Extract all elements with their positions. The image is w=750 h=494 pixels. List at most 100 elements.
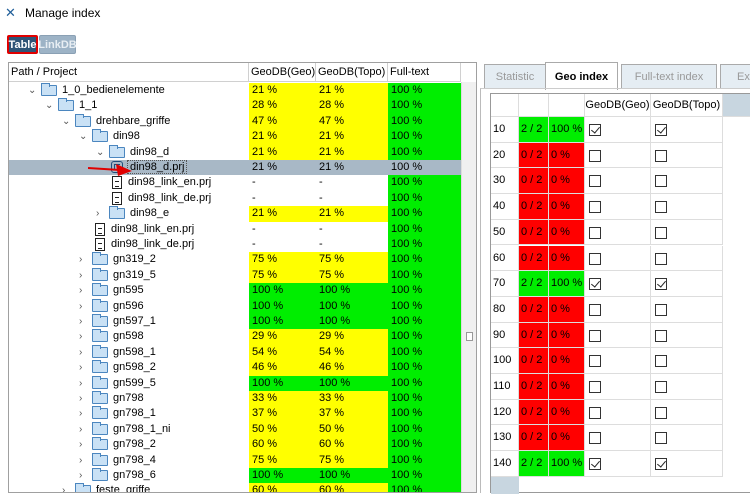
checkbox-unchecked[interactable]	[589, 149, 601, 162]
tab-statistic[interactable]: Statistic	[484, 64, 546, 89]
chevron-right-icon[interactable]: ›	[62, 485, 66, 493]
path-cell[interactable]: › gn597_1	[9, 314, 249, 329]
checkbox-checked[interactable]	[655, 124, 667, 136]
chevron-down-icon[interactable]: ⌄	[96, 146, 105, 158]
chevron-right-icon[interactable]: ›	[79, 439, 83, 451]
path-cell[interactable]: › gn598	[9, 329, 249, 344]
checkbox-unchecked[interactable]	[655, 226, 667, 239]
path-cell[interactable]: din98_link_de.prj	[9, 237, 249, 252]
checkbox-unchecked[interactable]	[589, 381, 601, 393]
checkbox-unchecked[interactable]	[655, 149, 667, 162]
checkbox-unchecked[interactable]	[655, 381, 667, 393]
chevron-right-icon[interactable]: ›	[79, 346, 83, 358]
tree-row[interactable]: › gn798_4 75 % 75 % 100 %	[9, 452, 461, 468]
chevron-right-icon[interactable]: ›	[79, 393, 83, 404]
checkbox-unchecked[interactable]	[589, 432, 601, 445]
checkbox-unchecked[interactable]	[655, 201, 667, 214]
chevron-right-icon[interactable]: ›	[79, 285, 83, 297]
tree-row[interactable]: › gn798_1 37 % 37 % 100 %	[9, 406, 461, 422]
chevron-right-icon[interactable]: ›	[79, 377, 83, 389]
tree-row[interactable]: din98_link_de.prj - -100 %	[9, 237, 461, 253]
tree-row[interactable]: ⌄ drehbare_griffe 47 % 47 % 100 %	[9, 113, 461, 130]
checkbox-checked[interactable]	[655, 278, 667, 291]
column-header-geodb-geo[interactable]: GeoDB(Geo)	[585, 94, 651, 117]
checkbox-unchecked[interactable]	[655, 329, 667, 342]
tree-row[interactable]: › gn319_5 75 % 75 % 100 %	[9, 267, 461, 284]
path-cell[interactable]: ⌄ drehbare_griffe	[9, 113, 249, 129]
path-cell[interactable]: › gn598_1	[9, 344, 249, 360]
tree-row[interactable]: › gn597_1 100 % 100 % 100 %	[9, 314, 461, 330]
chevron-right-icon[interactable]: ›	[79, 362, 83, 374]
column-header-geodb-topo[interactable]: GeoDB(Topo)	[651, 94, 723, 117]
tree-row[interactable]: ⌄ 1_1 28 % 28 % 100 %	[9, 98, 461, 114]
path-cell[interactable]: › gn598_2	[9, 360, 249, 375]
path-cell[interactable]: ⌄ 1_1	[9, 98, 249, 113]
checkbox-unchecked[interactable]	[655, 355, 667, 368]
path-cell[interactable]: ⌄ din98_d	[9, 144, 249, 160]
chevron-down-icon[interactable]: ⌄	[45, 100, 54, 112]
chevron-right-icon[interactable]: ›	[96, 208, 100, 220]
checkbox-checked[interactable]	[655, 458, 667, 471]
path-cell[interactable]: din98_link_en.prj	[9, 175, 249, 190]
tree-row[interactable]: din98_link_en.prj - -100 %	[9, 221, 461, 237]
tree-row[interactable]: din98_link_de.prj - -100 %	[9, 190, 461, 207]
path-cell[interactable]: › gn599_5	[9, 375, 249, 391]
checkbox-unchecked[interactable]	[589, 406, 601, 419]
path-cell[interactable]: › gn798_4	[9, 452, 249, 468]
checkbox-unchecked[interactable]	[655, 175, 667, 188]
column-header-geo[interactable]: GeoDB(Geo)	[249, 63, 316, 82]
chevron-down-icon[interactable]: ⌄	[62, 115, 71, 127]
checkbox-unchecked[interactable]	[589, 175, 601, 188]
tree-row[interactable]: › feste_griffe 60 % 60 % 100 %	[9, 483, 461, 493]
tree-row[interactable]: ⌄ din98 21 % 21 % 100 %	[9, 129, 461, 145]
checkbox-unchecked[interactable]	[589, 252, 601, 265]
tree-row[interactable]: › gn595 100 % 100 % 100 %	[9, 283, 461, 299]
tree-row[interactable]: › gn599_5 100 % 100 % 100 %	[9, 375, 461, 391]
path-cell[interactable]: ⌄ 1_0_bedienelemente	[9, 83, 249, 98]
linkdb-mode-button[interactable]: LinkDB	[38, 35, 77, 54]
checkbox-unchecked[interactable]	[655, 406, 667, 419]
tree-row[interactable]: din98_link_en.prj - -100 %	[9, 175, 461, 191]
checkbox-unchecked[interactable]	[655, 252, 667, 265]
path-cell[interactable]: › din98_e	[9, 206, 249, 221]
path-cell[interactable]: › gn319_2	[9, 252, 249, 267]
checkbox-checked[interactable]	[589, 458, 601, 471]
checkbox-unchecked[interactable]	[655, 303, 667, 316]
scrollbar-thumb[interactable]	[466, 332, 473, 341]
tab-full-text-index[interactable]: Full-text index	[621, 64, 717, 89]
checkbox-unchecked[interactable]	[589, 355, 601, 368]
path-cell[interactable]: › gn319_5	[9, 267, 249, 283]
path-cell[interactable]: › gn596	[9, 298, 249, 314]
column-header-fulltext[interactable]: Full-text	[388, 63, 461, 82]
path-cell[interactable]: din98_link_en.prj	[9, 222, 249, 237]
chevron-right-icon[interactable]: ›	[79, 423, 83, 435]
chevron-right-icon[interactable]: ›	[79, 408, 83, 420]
checkbox-unchecked[interactable]	[655, 432, 667, 445]
chevron-right-icon[interactable]: ›	[79, 470, 83, 481]
tree-row[interactable]: ⌄ 1_0_bedienelemente 21 % 21 % 100 %	[9, 83, 461, 99]
tree-row[interactable]: › gn598 29 % 29 % 100 %	[9, 329, 461, 345]
table-mode-button[interactable]: Table	[7, 35, 38, 54]
tree-row[interactable]: ⌄ din98_d 21 % 21 % 100 %	[9, 144, 461, 160]
chevron-right-icon[interactable]: ›	[79, 300, 83, 312]
checkbox-unchecked[interactable]	[589, 303, 601, 316]
chevron-right-icon[interactable]: ›	[79, 254, 83, 266]
path-cell[interactable]: ⌄ din98	[9, 129, 249, 144]
tree-row[interactable]: › gn798_6 100 % 100 % 100 %	[9, 468, 461, 484]
tree-row[interactable]: din98_d.prj 21 % 21 % 100 %	[9, 160, 461, 176]
path-cell[interactable]: › gn798_2	[9, 437, 249, 452]
tab-geo-index[interactable]: Geo index	[545, 62, 618, 90]
chevron-down-icon[interactable]: ⌄	[79, 131, 88, 143]
tab-export[interactable]: Exp	[720, 64, 750, 89]
tree-row[interactable]: › gn598_1 54 % 54 % 100 %	[9, 344, 461, 361]
column-header-topo[interactable]: GeoDB(Topo)	[316, 63, 388, 82]
chevron-right-icon[interactable]: ›	[79, 316, 83, 327]
tree-row[interactable]: › gn798_1_ni 50 % 50 % 100 %	[9, 421, 461, 438]
column-header-path[interactable]: Path / Project	[9, 63, 249, 82]
path-cell[interactable]: › gn595	[9, 283, 249, 298]
path-cell[interactable]: › feste_griffe	[9, 483, 249, 493]
chevron-right-icon[interactable]: ›	[79, 331, 83, 343]
path-cell[interactable]: din98_link_de.prj	[9, 191, 249, 206]
checkbox-unchecked[interactable]	[589, 329, 601, 342]
tree-row[interactable]: › gn596 100 % 100 % 100 %	[9, 298, 461, 314]
